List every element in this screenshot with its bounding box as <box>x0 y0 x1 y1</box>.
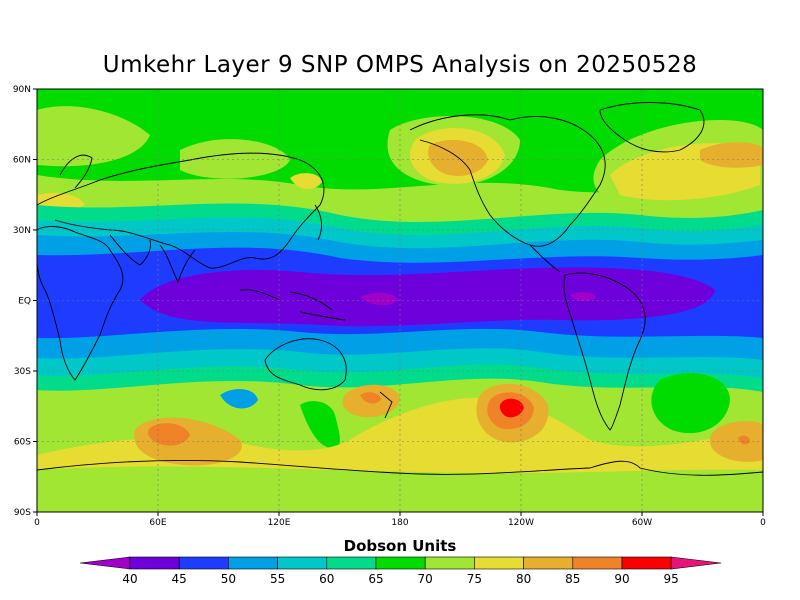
colorbar-segment <box>572 556 623 570</box>
lon-label-120w: 120W <box>508 518 534 528</box>
colorbar-label: 65 <box>368 572 384 586</box>
lon-label-120e: 120E <box>268 518 291 528</box>
colorbar-label: 75 <box>466 572 483 586</box>
lat-label-90s: 90S <box>14 508 31 518</box>
colorbar-label: 45 <box>171 572 187 586</box>
colorbar-segment <box>621 556 672 570</box>
colorbar-label: 55 <box>269 572 286 586</box>
lon-label-60w: 60W <box>632 518 652 528</box>
colorbar-segment <box>424 556 475 570</box>
lon-label-0-right: 0 <box>760 518 766 528</box>
colorbar-segment <box>523 556 574 570</box>
colorbar-arrow-high <box>670 556 722 570</box>
gridlines <box>37 89 763 512</box>
colorbar-title: Dobson Units <box>343 537 457 555</box>
lat-label-eq: EQ <box>18 297 31 307</box>
colorbar-label: 90 <box>614 572 630 586</box>
map-title: Umkehr Layer 9 SNP OMPS Analysis on 2025… <box>102 52 698 78</box>
lat-label-90n: 90N <box>13 85 31 95</box>
colorbar-segment <box>326 556 377 570</box>
colorbar-segment <box>129 556 180 570</box>
colorbar-label: 95 <box>663 572 679 586</box>
colorbar-label: 50 <box>220 572 237 586</box>
colorbar-segment <box>474 556 524 570</box>
colorbar <box>79 556 722 570</box>
colorbar-segment <box>228 556 278 570</box>
colorbar-label: 40 <box>122 572 138 586</box>
colorbar-arrow-low <box>79 556 131 570</box>
lon-label-0-left: 0 <box>34 518 40 528</box>
colorbar-segment <box>277 556 328 570</box>
tick-marks <box>33 88 764 516</box>
colorbar-segment <box>178 556 229 570</box>
colorbar-label: 85 <box>565 572 581 586</box>
lat-label-60s: 60S <box>14 438 31 448</box>
colorbar-segment <box>375 556 426 570</box>
lat-label-30n: 30N <box>13 226 31 236</box>
coastlines <box>37 102 763 476</box>
colorbar-label: 60 <box>319 572 335 586</box>
lon-labels: 0 60E 120E 180 120W 60W 0 <box>34 518 766 528</box>
lat-label-60n: 60N <box>13 156 31 166</box>
lat-labels: 90N 60N 30N EQ 30S 60S 90S <box>13 85 31 518</box>
colorbar-label: 80 <box>515 572 532 586</box>
lat-label-30s: 30S <box>14 367 31 377</box>
colorbar-label: 70 <box>417 572 433 586</box>
lon-label-60e: 60E <box>149 518 166 528</box>
lon-label-180: 180 <box>391 518 408 528</box>
